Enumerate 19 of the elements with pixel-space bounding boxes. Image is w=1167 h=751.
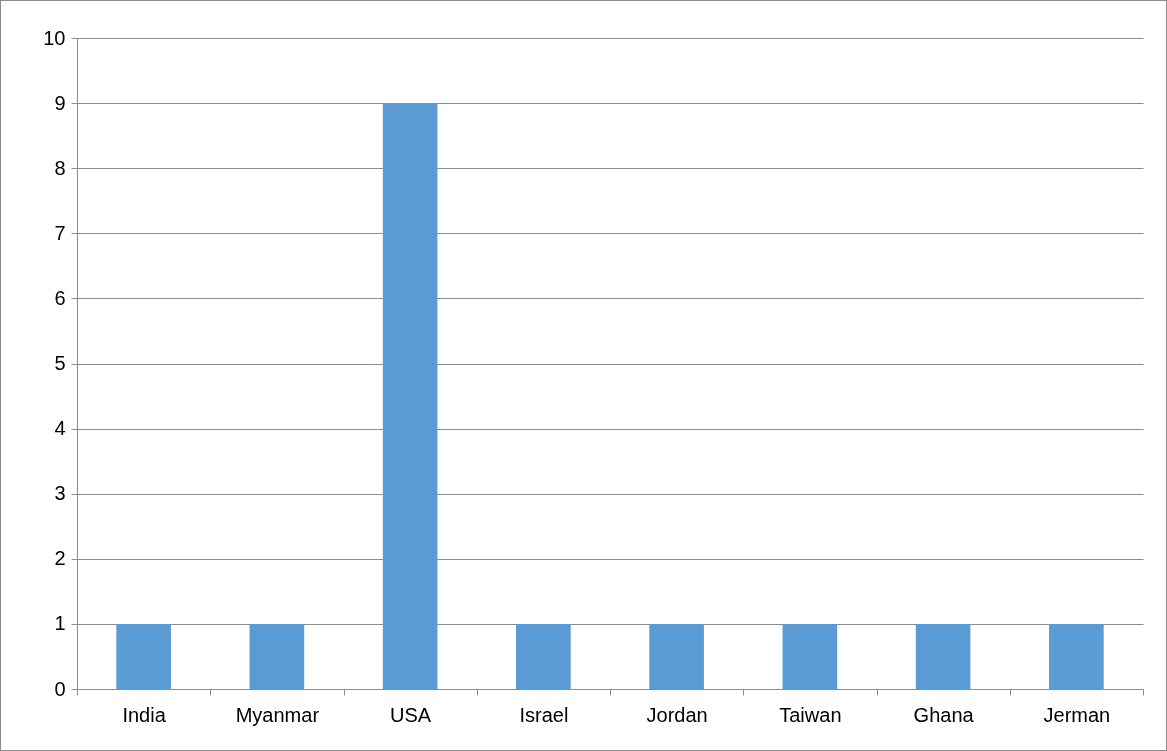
x-tick-label: Myanmar bbox=[235, 703, 320, 726]
y-tick-label: 7 bbox=[54, 221, 66, 244]
y-tick-label: 6 bbox=[54, 286, 66, 309]
x-tick-label: Jordan bbox=[646, 703, 708, 726]
y-tick-label: 9 bbox=[54, 91, 66, 114]
x-tick-label: Taiwan bbox=[779, 703, 842, 726]
x-tick-label: Israel bbox=[519, 703, 569, 726]
x-tick-label: Jerman bbox=[1043, 703, 1111, 726]
y-tick-label: 8 bbox=[54, 156, 66, 179]
x-tick-label: USA bbox=[390, 703, 432, 726]
x-tick-label: India bbox=[122, 703, 167, 726]
y-tick-label: 2 bbox=[54, 547, 66, 570]
y-tick-label: 10 bbox=[43, 26, 66, 49]
y-tick-label: 5 bbox=[54, 352, 66, 374]
x-tick-label: Ghana bbox=[913, 703, 975, 726]
y-tick-label: 1 bbox=[54, 612, 66, 635]
y-tick-label: 4 bbox=[54, 417, 66, 440]
y-tick-label: 0 bbox=[54, 677, 66, 700]
y-tick-label: 3 bbox=[54, 482, 66, 505]
